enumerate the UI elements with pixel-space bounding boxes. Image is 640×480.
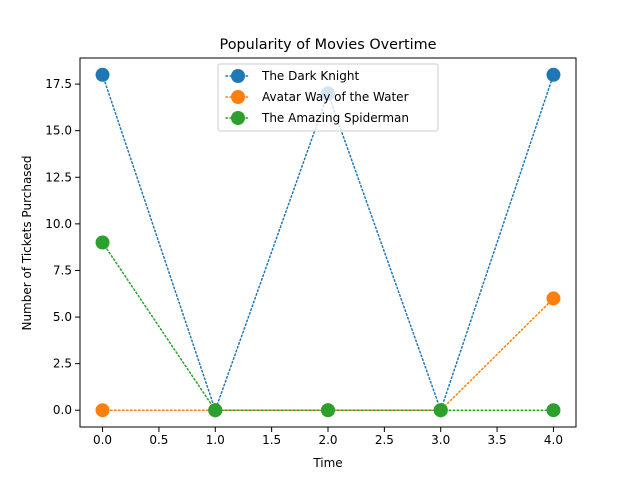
series-point bbox=[95, 403, 110, 418]
y-tick-label: 0.0 bbox=[53, 403, 72, 417]
series-point bbox=[546, 67, 561, 82]
x-tick-label: 0.0 bbox=[93, 433, 112, 447]
legend-entry: Avatar Way of the Water bbox=[225, 90, 409, 104]
legend-label: The Amazing Spiderman bbox=[261, 111, 409, 125]
series-point bbox=[95, 235, 110, 250]
x-tick-label: 3.5 bbox=[488, 433, 507, 447]
series-point bbox=[546, 291, 561, 306]
series-2 bbox=[95, 235, 561, 418]
y-tick-label: 7.5 bbox=[53, 263, 72, 277]
x-axis-label: Time bbox=[312, 456, 342, 470]
y-tick-label: 17.5 bbox=[45, 77, 72, 91]
series-point bbox=[433, 403, 448, 418]
legend-marker bbox=[231, 69, 245, 83]
legend-label: The Dark Knight bbox=[261, 69, 359, 83]
series-point bbox=[95, 67, 110, 82]
legend-entry: The Amazing Spiderman bbox=[225, 111, 409, 125]
y-tick-label: 5.0 bbox=[53, 310, 72, 324]
legend-box bbox=[217, 63, 439, 132]
x-tick-label: 2.0 bbox=[318, 433, 337, 447]
legend-label: Avatar Way of the Water bbox=[262, 90, 409, 104]
x-tick-label: 4.0 bbox=[544, 433, 563, 447]
x-tick-label: 1.0 bbox=[206, 433, 225, 447]
legend-marker bbox=[231, 90, 245, 104]
y-tick-label: 2.5 bbox=[53, 357, 72, 371]
chart-title: Popularity of Movies Overtime bbox=[220, 37, 437, 53]
y-axis-label: Number of Tickets Purchased bbox=[20, 155, 34, 330]
y-tick-label: 15.0 bbox=[45, 124, 72, 138]
plot-layer bbox=[95, 67, 561, 418]
x-tick-label: 1.5 bbox=[262, 433, 281, 447]
legend-marker bbox=[231, 111, 245, 125]
ticks-layer: 0.0 0.5 1.0 1.5 2.0 2.5 3.0 3.5 4.0 0.0 2.5 5.0 7.5 1… bbox=[45, 77, 563, 447]
legend-entry: The Dark Knight bbox=[225, 69, 359, 83]
series-point bbox=[321, 403, 335, 418]
plot-frame bbox=[79, 57, 577, 428]
y-tick-label: 10.0 bbox=[45, 217, 72, 231]
x-tick-label: 3.0 bbox=[431, 433, 450, 447]
legend: The Dark Knight Avatar Way of the Water Th… bbox=[217, 63, 439, 132]
x-tick-label: 0.5 bbox=[149, 433, 168, 447]
series-point bbox=[208, 403, 223, 418]
y-tick-label: 12.5 bbox=[45, 170, 72, 184]
series-line bbox=[101, 241, 555, 411]
series-point bbox=[546, 403, 561, 418]
x-tick-label: 2.5 bbox=[375, 433, 394, 447]
